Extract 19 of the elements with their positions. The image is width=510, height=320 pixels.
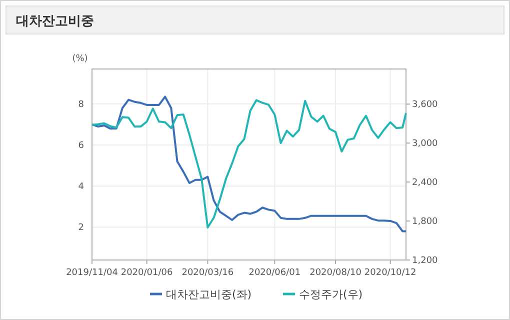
x-tick-label: 2020/01/06 <box>120 268 174 278</box>
y-axis-title: (%) <box>72 54 88 64</box>
x-tick-label: 2020/10/12 <box>364 268 416 278</box>
x-tick-label: 2020/06/01 <box>248 268 301 278</box>
x-tick-label: 2019/11/04 <box>66 268 118 278</box>
y-tick-label: 4 <box>78 182 84 192</box>
y-tick-label: 6 <box>78 140 84 151</box>
chart-title: 대차잔고비중 <box>16 14 94 29</box>
y2-tick-label: 3,600 <box>412 100 438 110</box>
y2-tick-label: 1,800 <box>412 217 438 228</box>
x-tick-label: 2020/03/16 <box>182 268 234 278</box>
legend-label: 수정주가(우) <box>299 288 363 301</box>
y2-tick-label: 1,200 <box>412 256 438 266</box>
x-tick-label: 2020/08/10 <box>310 268 362 278</box>
y2-tick-label: 3,000 <box>412 139 438 150</box>
y-tick-label: 8 <box>78 100 84 110</box>
legend-label: 대차잔고비중(좌) <box>166 288 252 301</box>
y-tick-label: 2 <box>78 223 84 234</box>
y2-tick-label: 2,400 <box>412 178 438 188</box>
